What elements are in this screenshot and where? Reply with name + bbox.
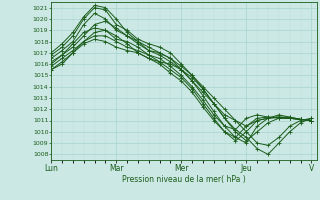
X-axis label: Pression niveau de la mer( hPa ): Pression niveau de la mer( hPa ) <box>122 175 246 184</box>
